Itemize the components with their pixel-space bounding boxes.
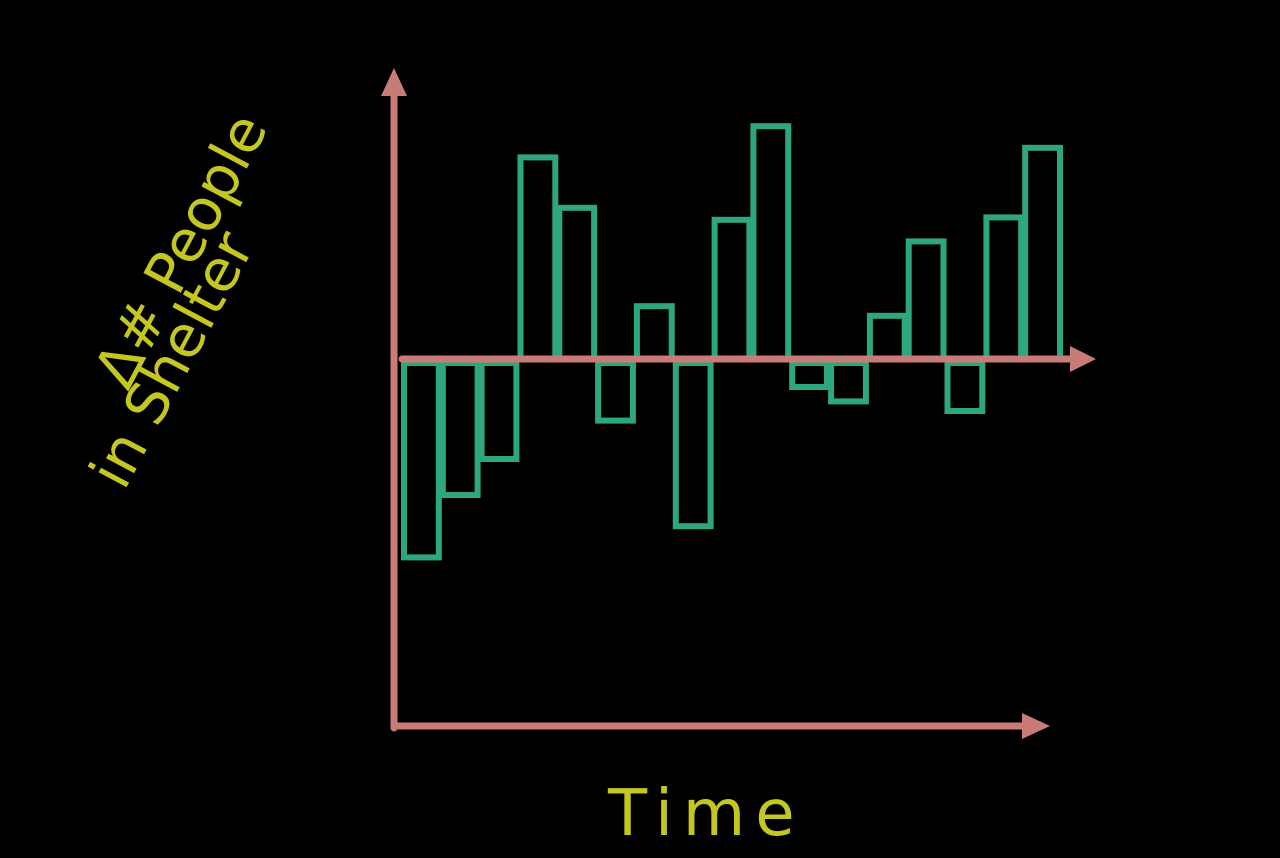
bar-14	[905, 238, 947, 362]
bar-12	[828, 360, 869, 405]
bar-16	[983, 214, 1025, 362]
bar-10	[750, 123, 792, 362]
zero-axis-arrow	[1070, 346, 1096, 372]
bar-8	[672, 360, 714, 530]
bar-1	[401, 360, 442, 561]
y-axis-arrow	[381, 68, 407, 96]
bar-2	[439, 360, 481, 498]
bars-group	[401, 123, 1063, 561]
x-axis-arrow	[1022, 713, 1050, 739]
bar-4	[517, 154, 559, 362]
bar-3	[478, 360, 520, 462]
bar-5	[556, 204, 598, 362]
bar-9	[711, 216, 753, 362]
bar-13	[866, 312, 908, 362]
x-axis-label: Time	[607, 777, 805, 851]
bar-7	[633, 303, 675, 363]
bar-15	[944, 360, 986, 414]
bar-17	[1022, 144, 1063, 362]
bar-11	[789, 360, 831, 390]
bar-6	[595, 360, 636, 424]
